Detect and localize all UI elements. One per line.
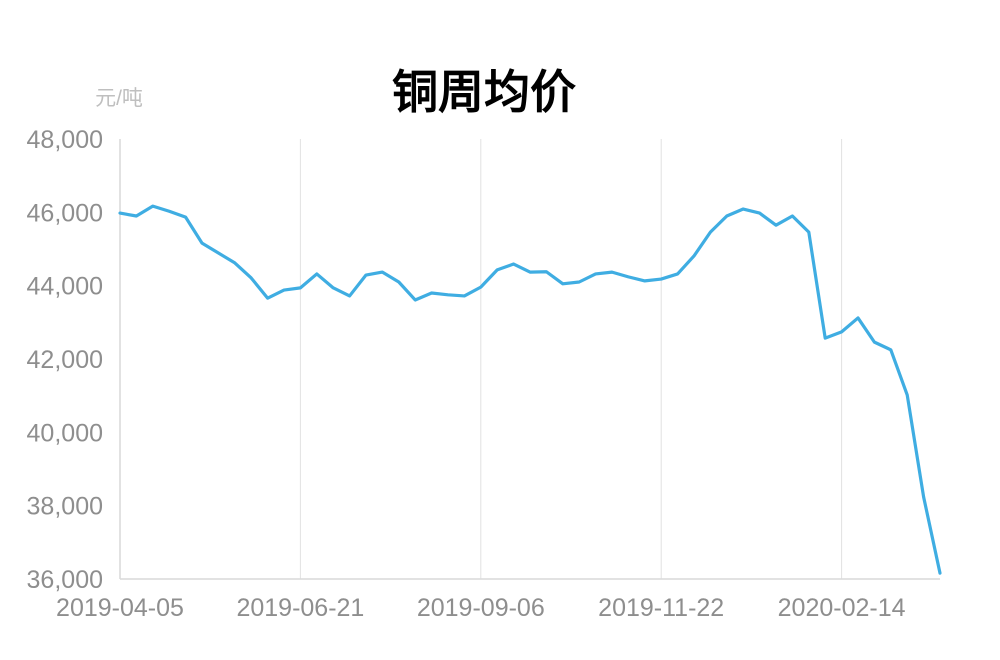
data-point [364, 273, 368, 277]
data-point [233, 261, 237, 265]
series-line [118, 204, 942, 575]
data-point [380, 270, 384, 274]
data-point [708, 230, 712, 234]
data-point [725, 214, 729, 218]
data-point [118, 211, 122, 215]
gridlines [299, 139, 843, 579]
data-point [413, 298, 417, 302]
data-point [134, 214, 138, 218]
y-tick-label: 44,000 [27, 273, 103, 301]
data-point [495, 268, 499, 272]
data-point [856, 316, 860, 320]
data-point [266, 296, 270, 300]
data-point [479, 285, 483, 289]
data-point [594, 272, 598, 276]
x-tick-label: 2019-06-21 [236, 594, 364, 622]
data-point [758, 211, 762, 215]
data-point [167, 209, 171, 213]
data-point [692, 254, 696, 258]
data-point [577, 280, 581, 284]
data-point [216, 251, 220, 255]
data-point [446, 293, 450, 297]
data-point [430, 291, 434, 295]
data-point [872, 340, 876, 344]
data-point [659, 277, 663, 281]
data-point [823, 336, 827, 340]
data-point [905, 393, 909, 397]
chart-title: 铜周均价 [392, 66, 576, 118]
y-tick-label: 46,000 [27, 199, 103, 227]
data-point [774, 223, 778, 227]
data-point [331, 286, 335, 290]
data-point [676, 272, 680, 276]
data-point [790, 214, 794, 218]
data-point [528, 270, 532, 274]
data-point [282, 288, 286, 292]
data-point [298, 286, 302, 290]
data-point [462, 294, 466, 298]
x-tick-label: 2019-09-06 [417, 594, 545, 622]
data-point [184, 215, 188, 219]
data-point [348, 294, 352, 298]
x-axis-tick-labels: 2019-04-05 2019-06-21 2019-09-06 2019-11-22… [56, 594, 906, 622]
data-point [512, 262, 516, 266]
data-point [889, 348, 893, 352]
y-tick-label: 40,000 [27, 419, 103, 447]
data-point [610, 270, 614, 274]
data-point [807, 230, 811, 234]
data-point [741, 207, 745, 211]
data-point [200, 241, 204, 245]
data-point [922, 495, 926, 499]
y-tick-label: 38,000 [27, 493, 103, 521]
data-point [643, 279, 647, 283]
x-tick-label: 2019-04-05 [56, 594, 184, 622]
y-tick-label: 36,000 [27, 566, 103, 594]
y-axis-tick-labels: 36,000 38,000 40,000 42,000 44,000 46,000 48,0… [27, 126, 103, 594]
y-tick-label: 48,000 [27, 126, 103, 154]
data-point [938, 571, 942, 575]
data-point [561, 282, 565, 286]
x-tick-label: 2019-11-22 [598, 594, 724, 622]
data-point [151, 204, 155, 208]
data-point [544, 270, 548, 274]
y-axis-unit-label: 元/吨 [95, 87, 143, 110]
data-point [840, 330, 844, 334]
data-point [397, 280, 401, 284]
data-point [249, 276, 253, 280]
series [118, 204, 942, 575]
data-point [315, 272, 319, 276]
y-tick-label: 42,000 [27, 346, 103, 374]
x-tick-label: 2020-02-14 [778, 594, 906, 622]
data-point [626, 275, 630, 279]
